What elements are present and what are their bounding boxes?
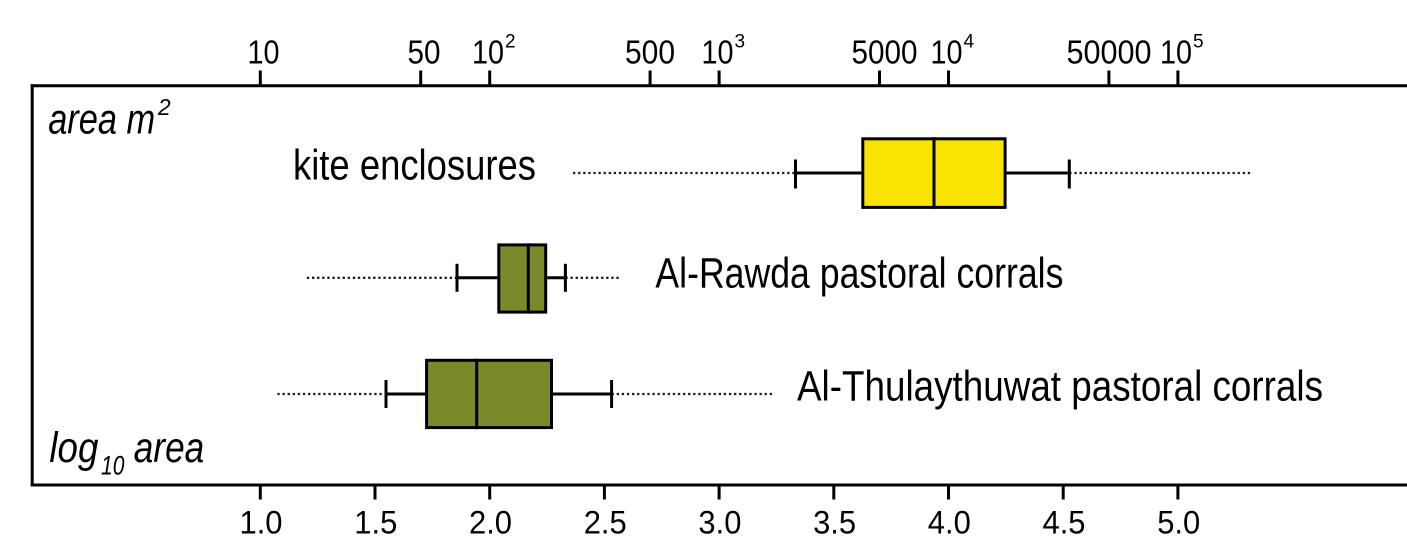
svg-text:10: 10 xyxy=(1160,34,1192,71)
svg-text:kite enclosures: kite enclosures xyxy=(293,142,536,190)
svg-text:log: log xyxy=(49,424,98,472)
svg-text:1.5: 1.5 xyxy=(354,505,397,541)
svg-text:50: 50 xyxy=(408,34,441,71)
svg-text:10: 10 xyxy=(472,34,504,71)
svg-text:4: 4 xyxy=(964,32,975,53)
svg-text:4.0: 4.0 xyxy=(928,505,971,541)
svg-text:2.5: 2.5 xyxy=(584,505,627,541)
svg-text:Al-Thulaythuwat pastoral corra: Al-Thulaythuwat pastoral corrals xyxy=(797,362,1323,410)
svg-text:5000: 5000 xyxy=(852,34,918,71)
svg-text:5.0: 5.0 xyxy=(1157,505,1200,541)
svg-text:3.0: 3.0 xyxy=(698,505,741,541)
svg-text:area: area xyxy=(134,424,204,472)
svg-text:1.0: 1.0 xyxy=(240,505,283,541)
svg-text:50000: 50000 xyxy=(1067,34,1152,71)
svg-text:5: 5 xyxy=(1193,32,1204,53)
svg-text:10: 10 xyxy=(248,34,280,71)
svg-text:3: 3 xyxy=(735,32,746,53)
svg-text:Al-Rawda pastoral corrals: Al-Rawda pastoral corrals xyxy=(655,249,1063,297)
svg-text:10: 10 xyxy=(931,34,963,71)
svg-text:2.0: 2.0 xyxy=(469,505,512,541)
svg-text:2: 2 xyxy=(157,94,171,120)
svg-text:4.5: 4.5 xyxy=(1043,505,1086,541)
svg-text:500: 500 xyxy=(625,34,675,71)
svg-text:area m: area m xyxy=(48,95,155,143)
svg-text:10: 10 xyxy=(702,34,734,71)
svg-text:2: 2 xyxy=(505,32,516,53)
svg-text:3.5: 3.5 xyxy=(813,505,856,541)
svg-text:10: 10 xyxy=(101,451,124,481)
